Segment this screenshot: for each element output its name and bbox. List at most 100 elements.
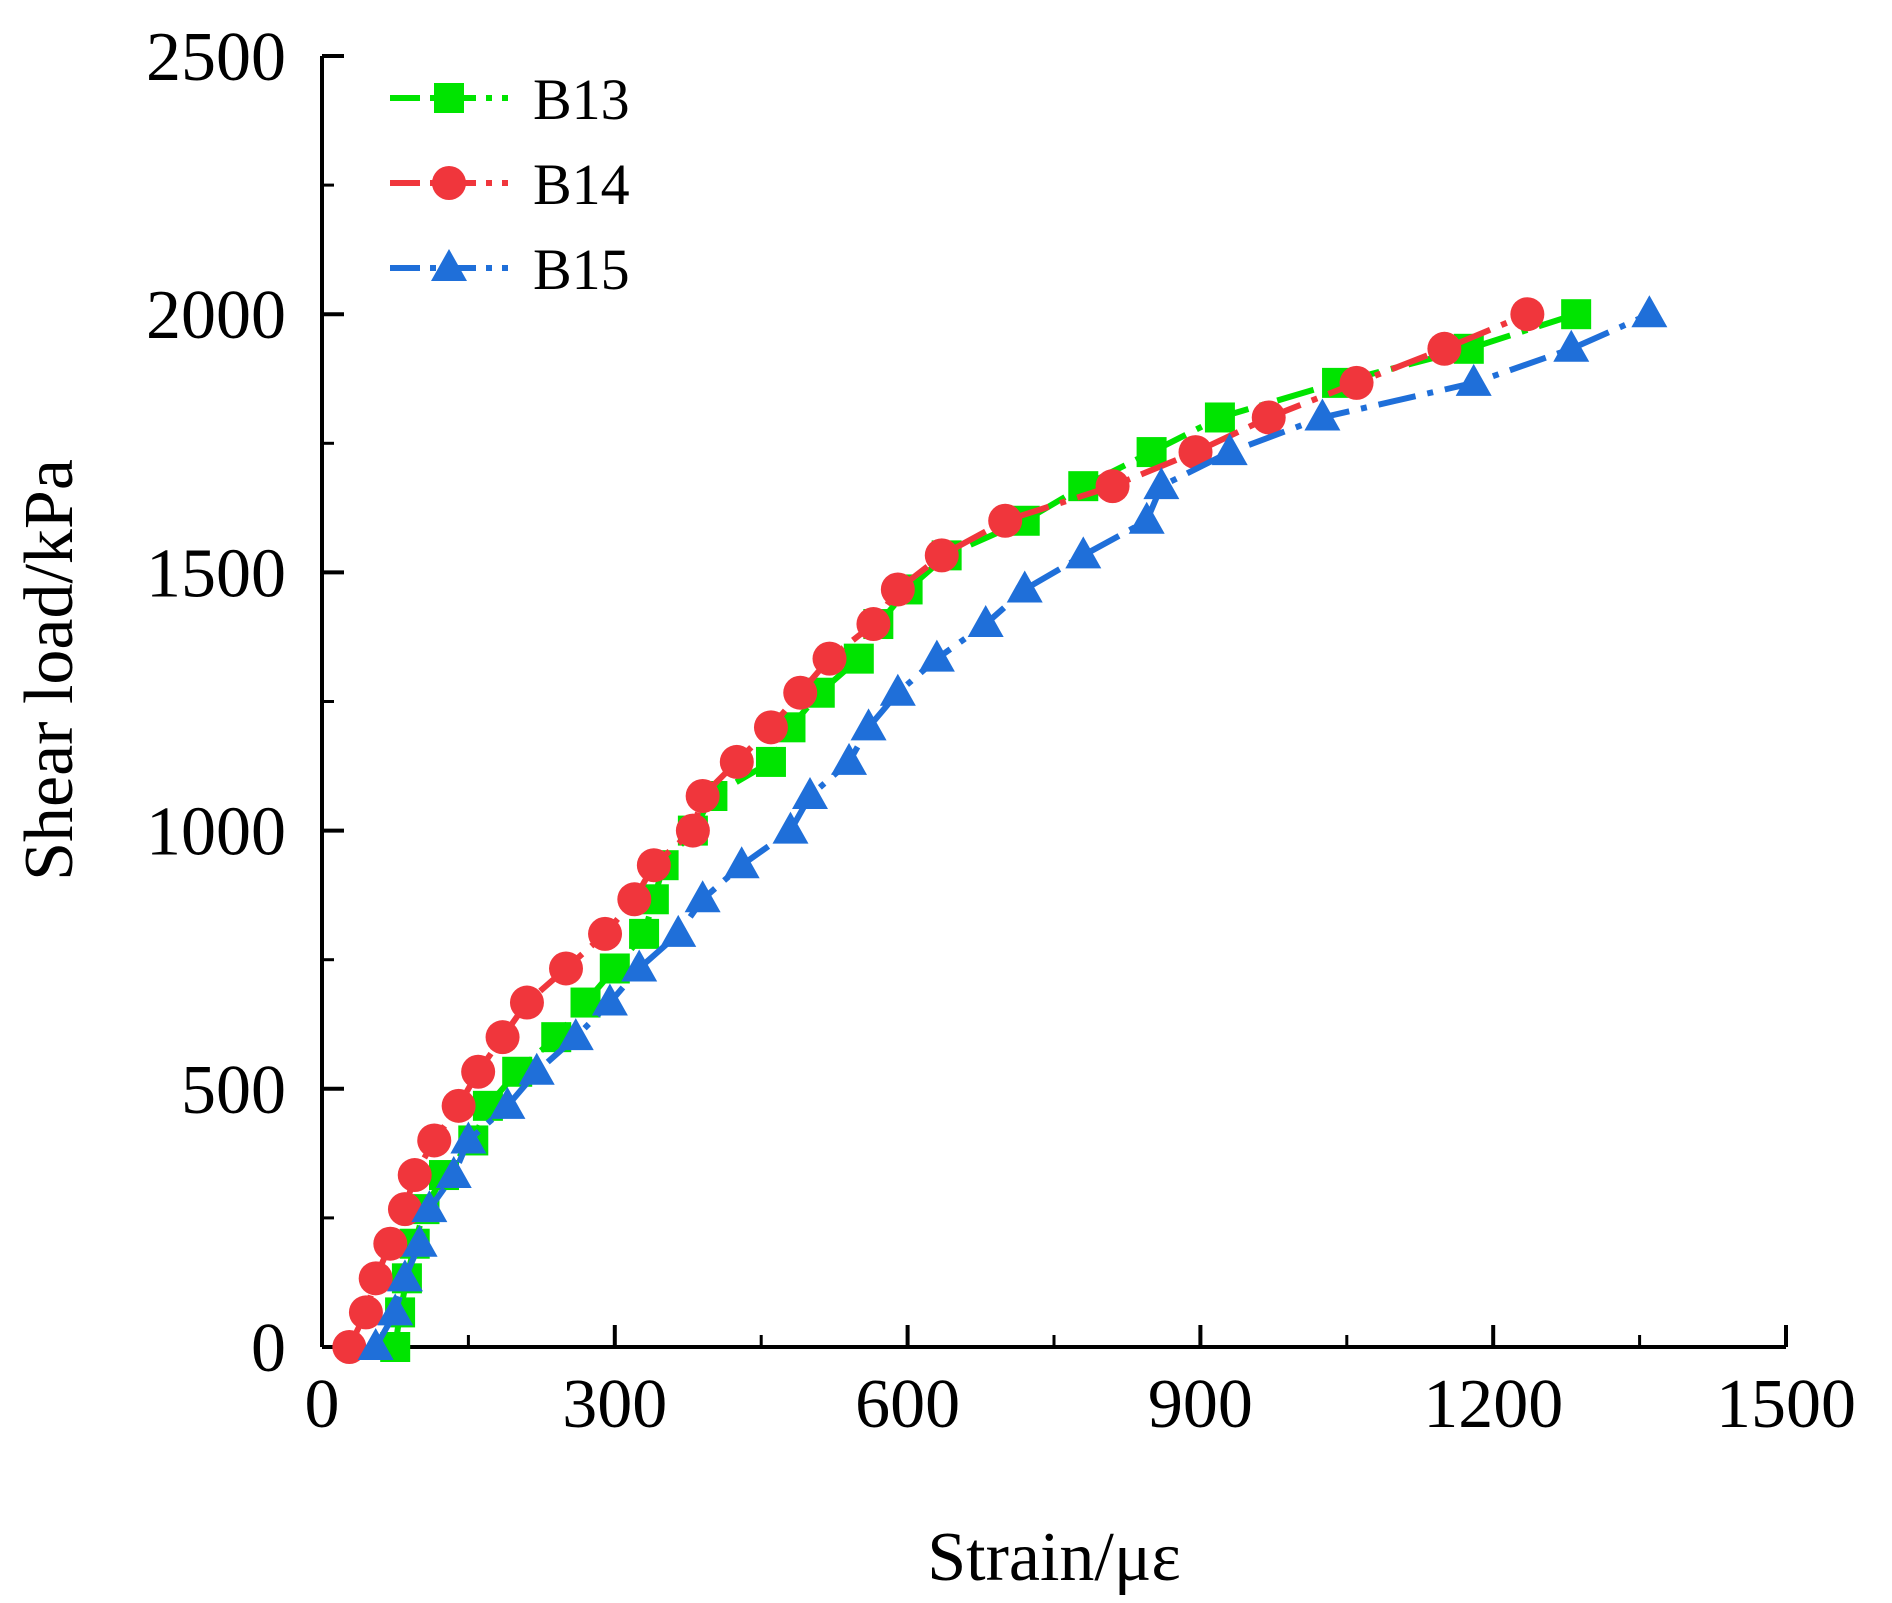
- data-point-b13: [1561, 299, 1592, 330]
- data-point-b15: [1128, 501, 1165, 534]
- x-tick-label: 0: [305, 1366, 340, 1443]
- legend-marker-b14: [432, 166, 466, 200]
- data-point-b14: [1178, 435, 1213, 470]
- data-point-b15: [591, 983, 628, 1016]
- data-point-b15: [557, 1018, 594, 1051]
- y-tick-label: 1000: [146, 794, 286, 871]
- legend-marker-b15: [431, 249, 467, 281]
- axes: 0 300 600 900 1200 1500 0 500 1000 1500 2000 2500: [146, 19, 1856, 1443]
- series-b15: [357, 295, 1668, 1360]
- y-tick-label: 2000: [146, 277, 286, 354]
- data-point-b14: [1427, 331, 1462, 366]
- series-b13: [380, 299, 1592, 1362]
- data-point-b14: [417, 1123, 452, 1158]
- y-tick-label: 2500: [146, 19, 286, 96]
- legend-label-b13: B13: [533, 67, 630, 132]
- data-point-b14: [373, 1226, 408, 1261]
- y-axis-label: Shear load/kPa: [11, 459, 88, 881]
- data-point-b15: [918, 639, 955, 672]
- data-point-b14: [783, 675, 818, 710]
- x-tick-label: 300: [562, 1366, 667, 1443]
- legend-item-b13: B13: [390, 67, 630, 132]
- data-point-b15: [357, 1328, 394, 1360]
- data-point-b15: [435, 1156, 472, 1189]
- y-tick-label: 0: [251, 1310, 286, 1387]
- data-point-b15: [621, 949, 658, 982]
- data-point-b15: [660, 914, 697, 947]
- data-point-b14: [387, 1192, 422, 1227]
- x-tick-label: 1500: [1716, 1366, 1856, 1443]
- data-point-b14: [1095, 469, 1130, 504]
- series-layer: [332, 295, 1668, 1364]
- data-point-b15: [1143, 467, 1180, 500]
- data-point-b15: [386, 1259, 423, 1292]
- series-line-b15: [373, 311, 1651, 1349]
- data-point-b14: [856, 607, 891, 642]
- legend-marker-b13: [434, 83, 464, 113]
- data-point-b14: [397, 1158, 432, 1193]
- data-point-b14: [988, 503, 1023, 538]
- data-point-b15: [1455, 363, 1492, 396]
- data-point-b14: [1251, 400, 1286, 435]
- data-point-b14: [509, 985, 544, 1020]
- data-point-b14: [685, 779, 720, 814]
- data-point-b14: [441, 1088, 476, 1123]
- data-point-b14: [636, 848, 671, 883]
- data-point-b14: [924, 538, 959, 573]
- data-point-b14: [753, 710, 788, 745]
- series-b14: [332, 297, 1545, 1364]
- data-point-b15: [377, 1293, 414, 1326]
- legend: B13 B14 B15: [390, 67, 630, 302]
- data-point-b14: [485, 1020, 520, 1055]
- legend-label-b15: B15: [533, 237, 630, 302]
- data-point-b13: [843, 643, 874, 674]
- data-point-b14: [348, 1295, 383, 1330]
- data-point-b14: [675, 813, 710, 848]
- data-point-b15: [772, 811, 809, 844]
- data-point-b14: [588, 916, 623, 951]
- data-point-b15: [1631, 295, 1668, 328]
- legend-item-b15: B15: [390, 237, 630, 302]
- series-line-b14: [346, 311, 1529, 1349]
- data-point-b13: [629, 918, 660, 949]
- data-point-b15: [850, 708, 887, 741]
- data-point-b15: [1065, 536, 1102, 569]
- data-point-b15: [792, 777, 828, 810]
- data-point-b14: [617, 882, 652, 917]
- data-point-b15: [723, 846, 760, 879]
- data-point-b14: [358, 1261, 393, 1296]
- data-point-b13: [1204, 402, 1235, 433]
- data-point-b15: [518, 1052, 555, 1085]
- data-point-b15: [1006, 570, 1043, 603]
- data-point-b15: [401, 1224, 438, 1257]
- data-point-b15: [411, 1190, 448, 1223]
- data-point-b15: [879, 673, 916, 706]
- data-point-b14: [1339, 365, 1374, 400]
- data-point-b15: [489, 1086, 526, 1119]
- x-tick-label: 1200: [1423, 1366, 1563, 1443]
- data-point-b14: [461, 1054, 496, 1089]
- data-point-b14: [880, 572, 915, 607]
- y-tick-label: 500: [181, 1052, 286, 1129]
- data-point-b14: [719, 744, 754, 779]
- data-point-b15: [1304, 398, 1341, 431]
- data-point-b15: [967, 605, 1004, 638]
- series-line-b13: [392, 311, 1578, 1348]
- data-point-b15: [684, 880, 721, 913]
- data-point-b14: [1510, 297, 1545, 332]
- data-point-b13: [1136, 437, 1167, 468]
- data-point-b15: [450, 1121, 487, 1154]
- x-axis-label: Strain/με: [927, 1519, 1181, 1596]
- y-tick-label: 1500: [146, 535, 286, 612]
- x-tick-label: 600: [855, 1366, 960, 1443]
- x-tick-label: 900: [1148, 1366, 1253, 1443]
- legend-item-b14: B14: [390, 152, 630, 217]
- legend-label-b14: B14: [533, 152, 630, 217]
- data-point-b14: [812, 641, 847, 676]
- data-point-b14: [332, 1330, 367, 1364]
- data-point-b15: [1211, 433, 1248, 466]
- data-point-b15: [831, 742, 868, 775]
- data-point-b13: [755, 746, 786, 777]
- data-point-b15: [1553, 329, 1590, 362]
